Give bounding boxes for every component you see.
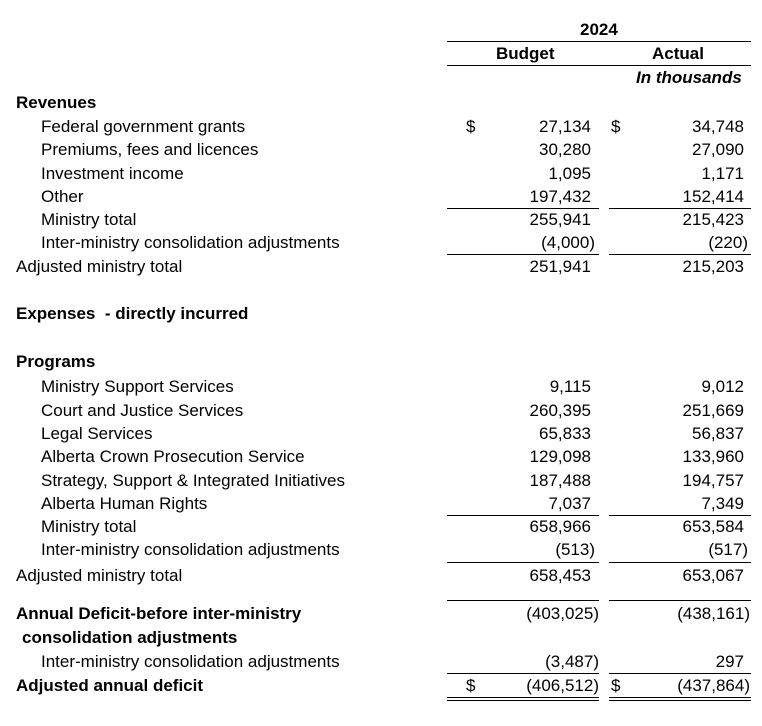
program-row-actual: 194,757 xyxy=(682,471,744,490)
double-underline-top xyxy=(447,697,599,698)
program-row-budget: 658,453 xyxy=(529,566,591,585)
program-row-label: Inter-ministry consolidation adjustments xyxy=(41,540,340,559)
revenues-heading: Revenues xyxy=(16,93,97,112)
program-row-budget: 658,966 xyxy=(529,517,591,536)
adjusted-annual-deficit-budget: (406,512) xyxy=(526,676,599,695)
program-row-actual: 133,960 xyxy=(682,447,744,466)
revenue-row-actual: 152,414 xyxy=(682,187,744,206)
revenue-row-budget: 197,432 xyxy=(529,187,591,206)
program-row-label: Adjusted ministry total xyxy=(16,566,183,585)
subtotal-rule xyxy=(447,254,599,255)
year-heading: 2024 xyxy=(580,20,618,39)
program-row-actual: 9,012 xyxy=(701,377,744,396)
revenue-row-label: Investment income xyxy=(41,164,184,183)
deficit-budget: (403,025) xyxy=(526,604,599,623)
revenue-row-budget: 27,134 xyxy=(539,117,591,136)
program-row-label: Strategy, Support & Integrated Initiativ… xyxy=(41,471,345,490)
revenue-row-actual: 1,171 xyxy=(701,164,744,183)
deficit-actual: (438,161) xyxy=(677,604,750,623)
currency-symbol: $ xyxy=(611,117,621,136)
program-row-label: Alberta Crown Prosecution Service xyxy=(41,447,305,466)
double-underline-bottom xyxy=(447,700,599,701)
program-row-label: Ministry total xyxy=(41,517,137,536)
program-row-budget: 9,115 xyxy=(549,377,591,396)
revenue-row-actual: (220) xyxy=(708,233,748,252)
revenue-row-budget: 30,280 xyxy=(539,140,591,159)
subtotal-rule xyxy=(609,208,751,209)
program-row-actual: 251,669 xyxy=(682,401,744,420)
revenue-row-budget: (4,000) xyxy=(541,233,595,252)
subtotal-rule xyxy=(447,562,599,563)
expenses-heading: Expenses - directly incurred xyxy=(16,304,249,323)
total-rule xyxy=(447,673,599,674)
units-label: In thousands xyxy=(636,68,742,87)
currency-symbol: $ xyxy=(466,676,476,695)
program-row-actual: (517) xyxy=(708,540,748,559)
header-rule xyxy=(447,41,751,42)
revenue-row-actual: 215,423 xyxy=(682,210,744,229)
revenue-row-label: Adjusted ministry total xyxy=(16,257,183,276)
double-underline-top xyxy=(609,697,751,698)
program-row-label: Court and Justice Services xyxy=(41,401,244,420)
program-row-budget: 65,833 xyxy=(539,424,591,443)
adjusted-annual-deficit-label: Adjusted annual deficit xyxy=(16,676,204,695)
program-row-label: Ministry Support Services xyxy=(41,377,234,396)
adjusted-annual-deficit-actual: (437,864) xyxy=(677,676,750,695)
deficit-adjustment-budget: (3,487) xyxy=(545,652,599,671)
revenue-row-budget: 251,941 xyxy=(529,257,591,276)
program-row-label: Alberta Human Rights xyxy=(41,494,208,513)
revenue-row-actual: 34,748 xyxy=(692,117,744,136)
deficit-label-continued: consolidation adjustments xyxy=(22,628,238,647)
program-row-label: Legal Services xyxy=(41,424,153,443)
program-row-budget: 129,098 xyxy=(529,447,591,466)
subtotal-rule xyxy=(609,562,751,563)
currency-symbol: $ xyxy=(466,117,476,136)
column-header-rule xyxy=(447,65,751,66)
revenue-row-budget: 1,095 xyxy=(548,164,591,183)
deficit-adjustment-actual: 297 xyxy=(715,652,744,671)
program-row-budget: 187,488 xyxy=(529,471,591,490)
program-row-budget: 260,395 xyxy=(529,401,591,420)
revenue-row-label: Federal government grants xyxy=(41,117,246,136)
double-underline-bottom xyxy=(609,700,751,701)
program-row-budget: (513) xyxy=(555,540,595,559)
actual-column-header: Actual xyxy=(652,44,704,63)
subtotal-rule xyxy=(447,208,599,209)
revenue-row-label: Inter-ministry consolidation adjustments xyxy=(41,233,340,252)
deficit-rule xyxy=(447,600,599,601)
currency-symbol: $ xyxy=(611,676,621,695)
subtotal-rule xyxy=(447,515,599,516)
program-row-budget: 7,037 xyxy=(548,494,591,513)
deficit-label: Annual Deficit-before inter-ministry xyxy=(16,604,302,623)
program-row-actual: 56,837 xyxy=(692,424,744,443)
program-row-actual: 653,067 xyxy=(682,566,744,585)
revenue-row-label: Ministry total xyxy=(41,210,137,229)
programs-heading: Programs xyxy=(16,352,96,371)
subtotal-rule xyxy=(609,515,751,516)
budget-column-header: Budget xyxy=(496,44,555,63)
subtotal-rule xyxy=(609,254,751,255)
revenue-row-actual: 27,090 xyxy=(692,140,744,159)
total-rule xyxy=(609,673,751,674)
revenue-row-label: Premiums, fees and licences xyxy=(41,140,259,159)
program-row-actual: 7,349 xyxy=(701,494,744,513)
revenue-row-budget: 255,941 xyxy=(529,210,591,229)
revenue-row-actual: 215,203 xyxy=(682,257,744,276)
deficit-rule xyxy=(609,600,751,601)
deficit-adjustment-label: Inter-ministry consolidation adjustments xyxy=(41,652,340,671)
revenue-row-label: Other xyxy=(41,187,84,206)
program-row-actual: 653,584 xyxy=(682,517,744,536)
